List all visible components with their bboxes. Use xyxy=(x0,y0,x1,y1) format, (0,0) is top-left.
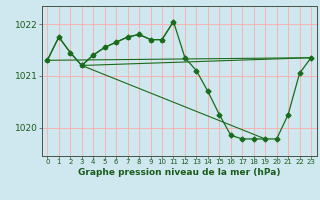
X-axis label: Graphe pression niveau de la mer (hPa): Graphe pression niveau de la mer (hPa) xyxy=(78,168,280,177)
